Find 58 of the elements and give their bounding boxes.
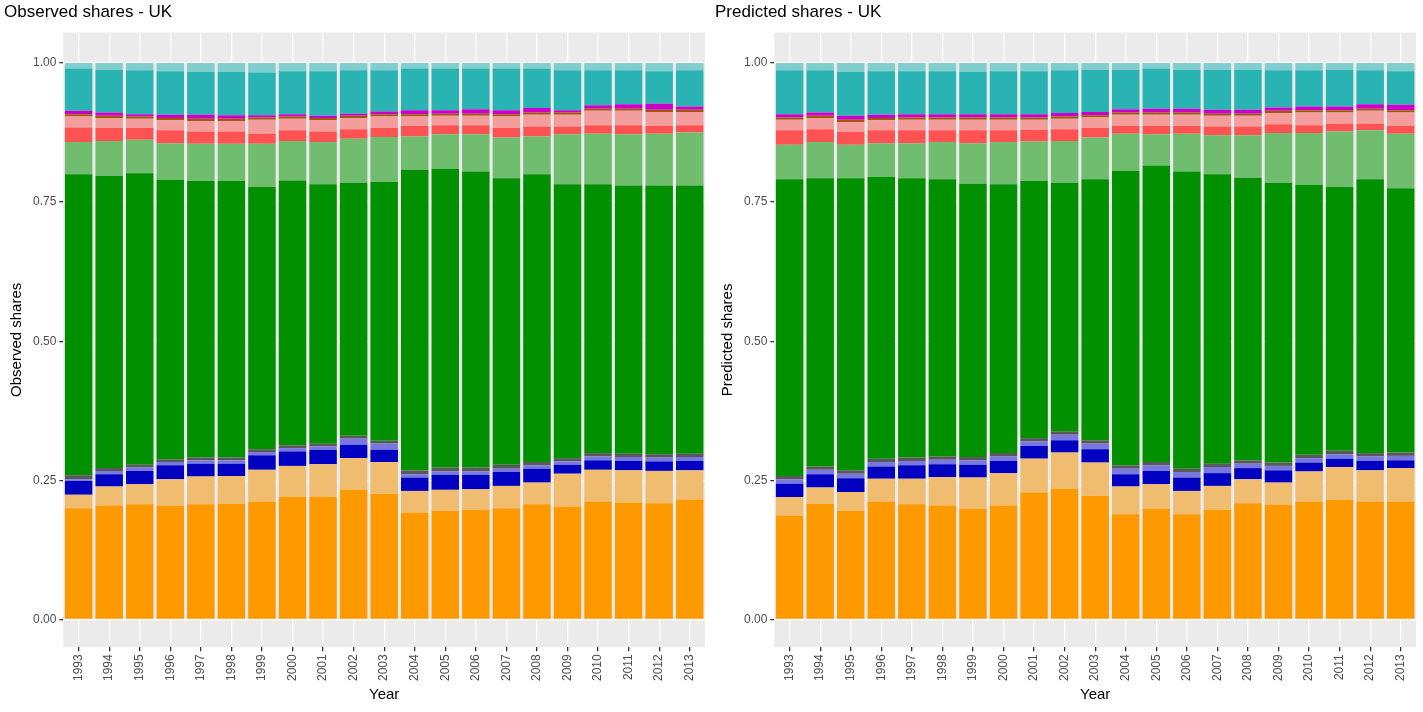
x-tick-label: 2006 (468, 653, 483, 682)
y-tick-label: 0.00 (744, 611, 768, 626)
x-tick-label: 2007 (1209, 653, 1224, 682)
x-tick-label: 2003 (1087, 653, 1102, 682)
x-tick-label: 2012 (1362, 653, 1377, 682)
x-tick-label: 2000 (995, 653, 1010, 682)
y-tick-label: 0.75 (33, 194, 57, 209)
x-tick-label: 1994 (812, 653, 827, 682)
x-tick-label: 2004 (1118, 653, 1133, 682)
x-tick-label: 1999 (254, 653, 269, 682)
y-tick-label: 0.25 (33, 472, 57, 487)
x-tick-label: 2009 (559, 653, 574, 682)
x-tick-label: 1998 (223, 653, 238, 682)
x-tick-label: 1997 (904, 653, 919, 682)
x-tick-label: 2000 (284, 653, 299, 682)
x-tick-label: 1993 (781, 653, 796, 682)
x-tick-label: 1993 (70, 653, 85, 682)
x-tick-label: 1996 (873, 653, 888, 682)
y-axis-title: Observed shares (7, 282, 25, 397)
x-axis-title: Year (1080, 685, 1111, 703)
y-tick-label: 0.00 (33, 611, 57, 626)
y-tick-label: 0.75 (744, 194, 768, 209)
x-tick-label: 2002 (1056, 653, 1071, 682)
y-tick-label: 1.00 (744, 55, 768, 70)
x-tick-label: 2007 (498, 653, 513, 682)
x-tick-label: 2013 (1393, 653, 1408, 682)
y-tick-label: 0.50 (744, 333, 768, 348)
chart-title: Predicted shares - UK (715, 1, 882, 21)
y-tick-label: 0.50 (33, 333, 57, 348)
x-tick-label: 1994 (101, 653, 116, 682)
x-tick-label: 2010 (590, 653, 605, 682)
x-tick-label: 2005 (1148, 653, 1163, 682)
x-tick-label: 2010 (1301, 653, 1316, 682)
x-axis-title: Year (369, 685, 400, 703)
x-tick-label: 1996 (162, 653, 177, 682)
x-tick-label: 1997 (193, 653, 208, 682)
x-tick-label: 2006 (1179, 653, 1194, 682)
x-tick-label: 2003 (376, 653, 391, 682)
x-tick-label: 2009 (1270, 653, 1285, 682)
x-tick-label: 2011 (1331, 653, 1346, 681)
x-tick-label: 2008 (1240, 653, 1255, 682)
x-tick-label: 2001 (315, 653, 330, 682)
x-tick-label: 1995 (843, 653, 858, 682)
x-tick-label: 2002 (345, 653, 360, 682)
x-tick-label: 2001 (1026, 653, 1041, 682)
x-tick-label: 2012 (651, 653, 666, 682)
x-tick-label: 2013 (682, 653, 697, 682)
x-tick-label: 1995 (132, 653, 147, 682)
x-tick-label: 2005 (437, 653, 452, 682)
y-tick-label: 1.00 (33, 55, 57, 70)
x-tick-label: 1999 (965, 653, 980, 682)
x-tick-label: 2004 (407, 653, 422, 682)
y-axis-title: Predicted shares (718, 283, 736, 397)
x-tick-label: 1998 (934, 653, 949, 682)
x-tick-label: 2008 (529, 653, 544, 682)
x-tick-label: 2011 (620, 653, 635, 681)
y-tick-label: 0.25 (744, 472, 768, 487)
chart-title: Observed shares - UK (4, 1, 173, 21)
